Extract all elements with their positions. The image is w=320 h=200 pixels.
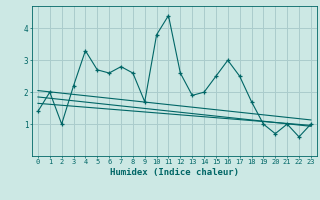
X-axis label: Humidex (Indice chaleur): Humidex (Indice chaleur) (110, 168, 239, 177)
